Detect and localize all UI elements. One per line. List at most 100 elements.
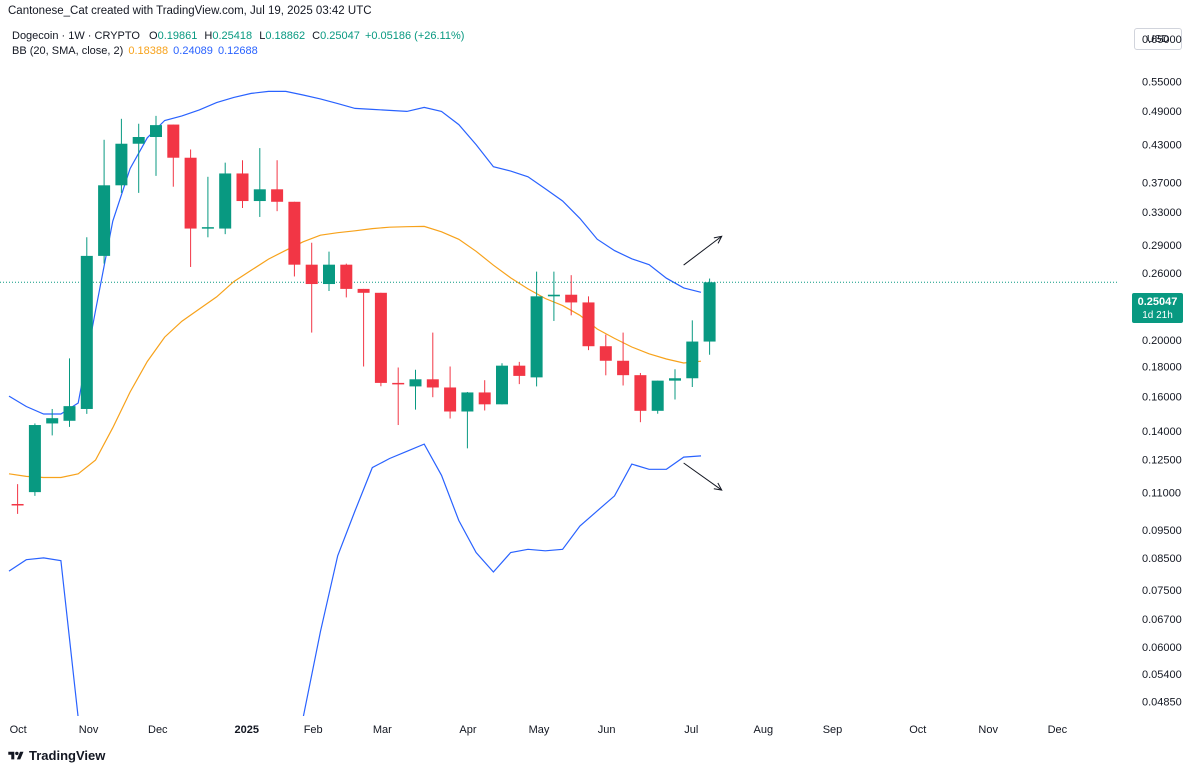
- candle: [409, 369, 422, 410]
- time-axis-tick-label: Mar: [373, 724, 392, 736]
- price-axis-tick-label: 0.29000: [1142, 240, 1182, 252]
- time-axis-tick-label: 2025: [235, 724, 259, 736]
- arrow-shaft: [683, 235, 723, 266]
- price-axis-tick-label: 0.06000: [1142, 642, 1182, 654]
- candle-body: [63, 406, 76, 421]
- candle-body: [478, 392, 491, 405]
- candle-body: [236, 173, 249, 202]
- candle-body: [323, 264, 335, 285]
- price-axis-tick-label: 0.09500: [1142, 525, 1182, 537]
- last-price-tag-value: 0.25047: [1138, 296, 1178, 308]
- candle: [374, 292, 387, 387]
- candle: [288, 201, 301, 277]
- candle: [28, 423, 41, 496]
- bb-basis-value: 0.18388: [128, 45, 169, 57]
- candle: [565, 275, 578, 316]
- candle: [634, 372, 647, 423]
- candle: [582, 296, 595, 351]
- candle-body: [513, 365, 526, 376]
- candle-body: [305, 264, 318, 285]
- time-axis-tick-label: Aug: [754, 724, 774, 736]
- price-axis-tick-label: 0.65000: [1142, 34, 1182, 46]
- time-axis-tick-label: Dec: [148, 724, 168, 736]
- time-axis-tick-label: Oct: [10, 724, 27, 736]
- price-axis-tick-label: 0.16000: [1142, 392, 1182, 404]
- candle-body: [669, 378, 681, 381]
- candle: [63, 358, 76, 427]
- last-price-tag-bg: [1132, 293, 1183, 323]
- tradingview-brand-text: TradingView: [29, 748, 106, 763]
- last-price-tag: 0.25047 1d 21h: [1132, 293, 1183, 323]
- arrow-head: [713, 235, 723, 244]
- price-axis-tick-label: 0.08500: [1142, 553, 1182, 565]
- time-axis-tick-label: Oct: [909, 724, 926, 736]
- bb-legend: BB (20, SMA, close, 2) 0.18388 0.24089 0…: [12, 45, 260, 57]
- candle: [426, 332, 439, 398]
- candle-body: [11, 503, 24, 506]
- candle: [253, 148, 266, 217]
- price-axis-tick-label: 0.18000: [1142, 362, 1182, 374]
- tradingview-logo-icon: [8, 751, 24, 759]
- candle: [530, 271, 543, 387]
- candle: [340, 263, 353, 298]
- price-axis-tick-label: 0.37000: [1142, 178, 1182, 190]
- candle-body: [426, 379, 439, 388]
- price-axis-tick-label: 0.14000: [1142, 426, 1182, 438]
- candle-body: [530, 296, 543, 378]
- candle-body: [80, 255, 93, 409]
- arrow-head: [713, 482, 723, 491]
- low-label: L: [259, 30, 266, 42]
- high-label: H: [204, 30, 213, 42]
- candle: [461, 391, 474, 449]
- candle: [80, 237, 93, 414]
- close-value: 0.25047: [320, 30, 360, 42]
- time-axis-tick-label: Apr: [459, 724, 476, 736]
- tradingview-brand[interactable]: TradingView: [8, 748, 105, 763]
- candle-body: [150, 125, 162, 138]
- price-axis-tick-label: 0.12500: [1142, 455, 1182, 467]
- bb-lower-value: 0.12688: [217, 45, 258, 57]
- last-price-tag-countdown: 1d 21h: [1142, 310, 1173, 321]
- time-axis[interactable]: Oct Nov Dec 2025 Feb Mar Apr May Jun Jul Aug Sep Oct…: [10, 724, 1068, 736]
- plot-content: [0, 90, 1118, 716]
- price-axis[interactable]: 0.65000 0.55000 0.49000 0.43000 0.37000 0.330…: [1142, 34, 1182, 708]
- open-label: O: [149, 30, 158, 42]
- arrow-shaft: [683, 462, 722, 491]
- time-axis-tick-label: Nov: [79, 724, 99, 736]
- price-axis-tick-label: 0.26000: [1142, 268, 1182, 280]
- candle-body: [444, 387, 457, 412]
- open-value: 0.19861: [157, 30, 198, 42]
- price-axis-tick-label: 0.06700: [1142, 614, 1182, 626]
- candle: [11, 484, 24, 514]
- candle: [184, 149, 197, 267]
- candle-body: [253, 189, 266, 202]
- currency-button[interactable]: USD: [1134, 28, 1182, 50]
- candle: [271, 160, 284, 212]
- candle-body: [132, 137, 145, 144]
- candle-body: [461, 392, 474, 412]
- candle: [669, 369, 681, 400]
- trend-arrow-down-right: [683, 462, 723, 491]
- ohlc-legend: Dogecoin · 1W · CRYPTO O0.19861 H0.25418…: [12, 30, 466, 42]
- candle: [496, 363, 508, 405]
- candle-body: [651, 380, 664, 411]
- candle-body: [115, 143, 128, 186]
- time-axis-tick-label: Jul: [684, 724, 698, 736]
- candle-body: [357, 288, 370, 293]
- change-value: +0.05186 (+26.11%): [364, 30, 465, 42]
- candle: [599, 334, 612, 376]
- candle: [651, 380, 664, 414]
- candle: [219, 162, 232, 235]
- price-axis-tick-label: 0.43000: [1142, 139, 1182, 151]
- candle: [98, 139, 111, 264]
- candle: [478, 380, 491, 411]
- candle-body: [409, 379, 422, 387]
- plot-area[interactable]: [0, 90, 1118, 717]
- candle-body: [219, 173, 232, 229]
- candle-body: [288, 201, 301, 265]
- candle: [323, 251, 335, 292]
- time-axis-tick-label: Jun: [598, 724, 616, 736]
- candle-body: [634, 375, 647, 411]
- high-value: 0.25418: [212, 30, 253, 42]
